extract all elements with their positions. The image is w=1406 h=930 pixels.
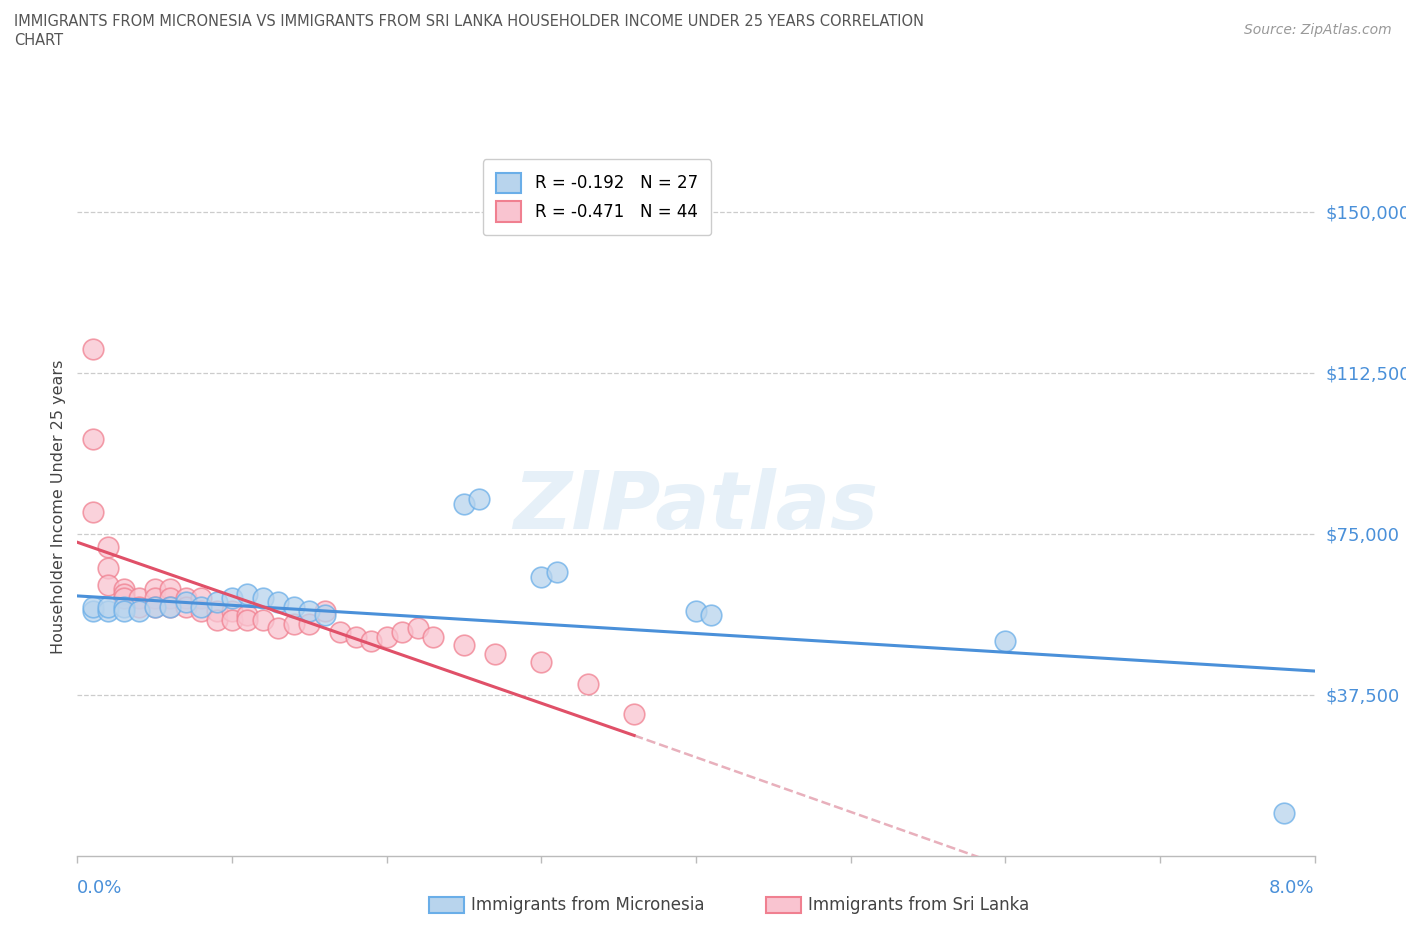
Point bbox=[97, 599, 120, 614]
Point bbox=[236, 586, 259, 601]
Point bbox=[159, 599, 181, 614]
Point bbox=[97, 561, 120, 576]
Text: 8.0%: 8.0% bbox=[1270, 879, 1315, 897]
Point bbox=[391, 625, 413, 640]
Point bbox=[283, 617, 305, 631]
Point bbox=[236, 612, 259, 627]
Point bbox=[685, 604, 707, 618]
Point bbox=[530, 655, 553, 670]
Point bbox=[623, 707, 645, 722]
Text: Source: ZipAtlas.com: Source: ZipAtlas.com bbox=[1244, 23, 1392, 37]
Point bbox=[329, 625, 352, 640]
Point bbox=[205, 612, 228, 627]
Point bbox=[314, 608, 336, 623]
Text: ZIPatlas: ZIPatlas bbox=[513, 468, 879, 546]
Point bbox=[298, 617, 321, 631]
Point bbox=[82, 599, 104, 614]
Point bbox=[468, 492, 491, 507]
Point bbox=[375, 630, 398, 644]
Point bbox=[994, 633, 1017, 648]
Point bbox=[267, 620, 290, 635]
Point bbox=[112, 591, 135, 605]
Point bbox=[159, 591, 181, 605]
Text: IMMIGRANTS FROM MICRONESIA VS IMMIGRANTS FROM SRI LANKA HOUSEHOLDER INCOME UNDER: IMMIGRANTS FROM MICRONESIA VS IMMIGRANTS… bbox=[14, 14, 924, 29]
Point bbox=[143, 591, 166, 605]
Point bbox=[143, 599, 166, 614]
Point bbox=[174, 595, 197, 610]
Point bbox=[159, 599, 181, 614]
Point bbox=[190, 604, 212, 618]
Point bbox=[174, 599, 197, 614]
Y-axis label: Householder Income Under 25 years: Householder Income Under 25 years bbox=[51, 360, 66, 654]
Point bbox=[344, 630, 367, 644]
Point bbox=[128, 604, 150, 618]
Point bbox=[97, 578, 120, 592]
Point bbox=[298, 604, 321, 618]
Point bbox=[236, 608, 259, 623]
Point bbox=[174, 591, 197, 605]
Point bbox=[143, 582, 166, 597]
Text: Immigrants from Micronesia: Immigrants from Micronesia bbox=[471, 896, 704, 914]
Point bbox=[128, 591, 150, 605]
Point bbox=[143, 599, 166, 614]
Point bbox=[205, 604, 228, 618]
Point bbox=[112, 599, 135, 614]
Point bbox=[82, 505, 104, 520]
Point bbox=[190, 591, 212, 605]
Point bbox=[82, 341, 104, 356]
Point bbox=[128, 599, 150, 614]
Point bbox=[546, 565, 568, 579]
Point bbox=[453, 497, 475, 512]
Point bbox=[576, 676, 599, 691]
Point bbox=[159, 582, 181, 597]
Point bbox=[221, 604, 243, 618]
Point bbox=[283, 599, 305, 614]
Point bbox=[252, 612, 274, 627]
Point bbox=[205, 595, 228, 610]
Text: Immigrants from Sri Lanka: Immigrants from Sri Lanka bbox=[808, 896, 1029, 914]
Point bbox=[190, 599, 212, 614]
Point bbox=[97, 539, 120, 554]
Point bbox=[82, 432, 104, 446]
Text: 0.0%: 0.0% bbox=[77, 879, 122, 897]
Point bbox=[112, 582, 135, 597]
Point bbox=[530, 569, 553, 584]
Point bbox=[453, 638, 475, 653]
Point bbox=[267, 595, 290, 610]
Point bbox=[1272, 805, 1295, 820]
Point bbox=[360, 633, 382, 648]
Point bbox=[82, 604, 104, 618]
Point bbox=[484, 646, 506, 661]
Point bbox=[97, 604, 120, 618]
Point bbox=[422, 630, 444, 644]
Point bbox=[700, 608, 723, 623]
Point bbox=[406, 620, 429, 635]
Point bbox=[112, 604, 135, 618]
Point bbox=[314, 604, 336, 618]
Point bbox=[221, 612, 243, 627]
Point bbox=[221, 591, 243, 605]
Legend: R = -0.192   N = 27, R = -0.471   N = 44: R = -0.192 N = 27, R = -0.471 N = 44 bbox=[482, 159, 711, 235]
Text: CHART: CHART bbox=[14, 33, 63, 47]
Point bbox=[112, 586, 135, 601]
Point bbox=[252, 591, 274, 605]
